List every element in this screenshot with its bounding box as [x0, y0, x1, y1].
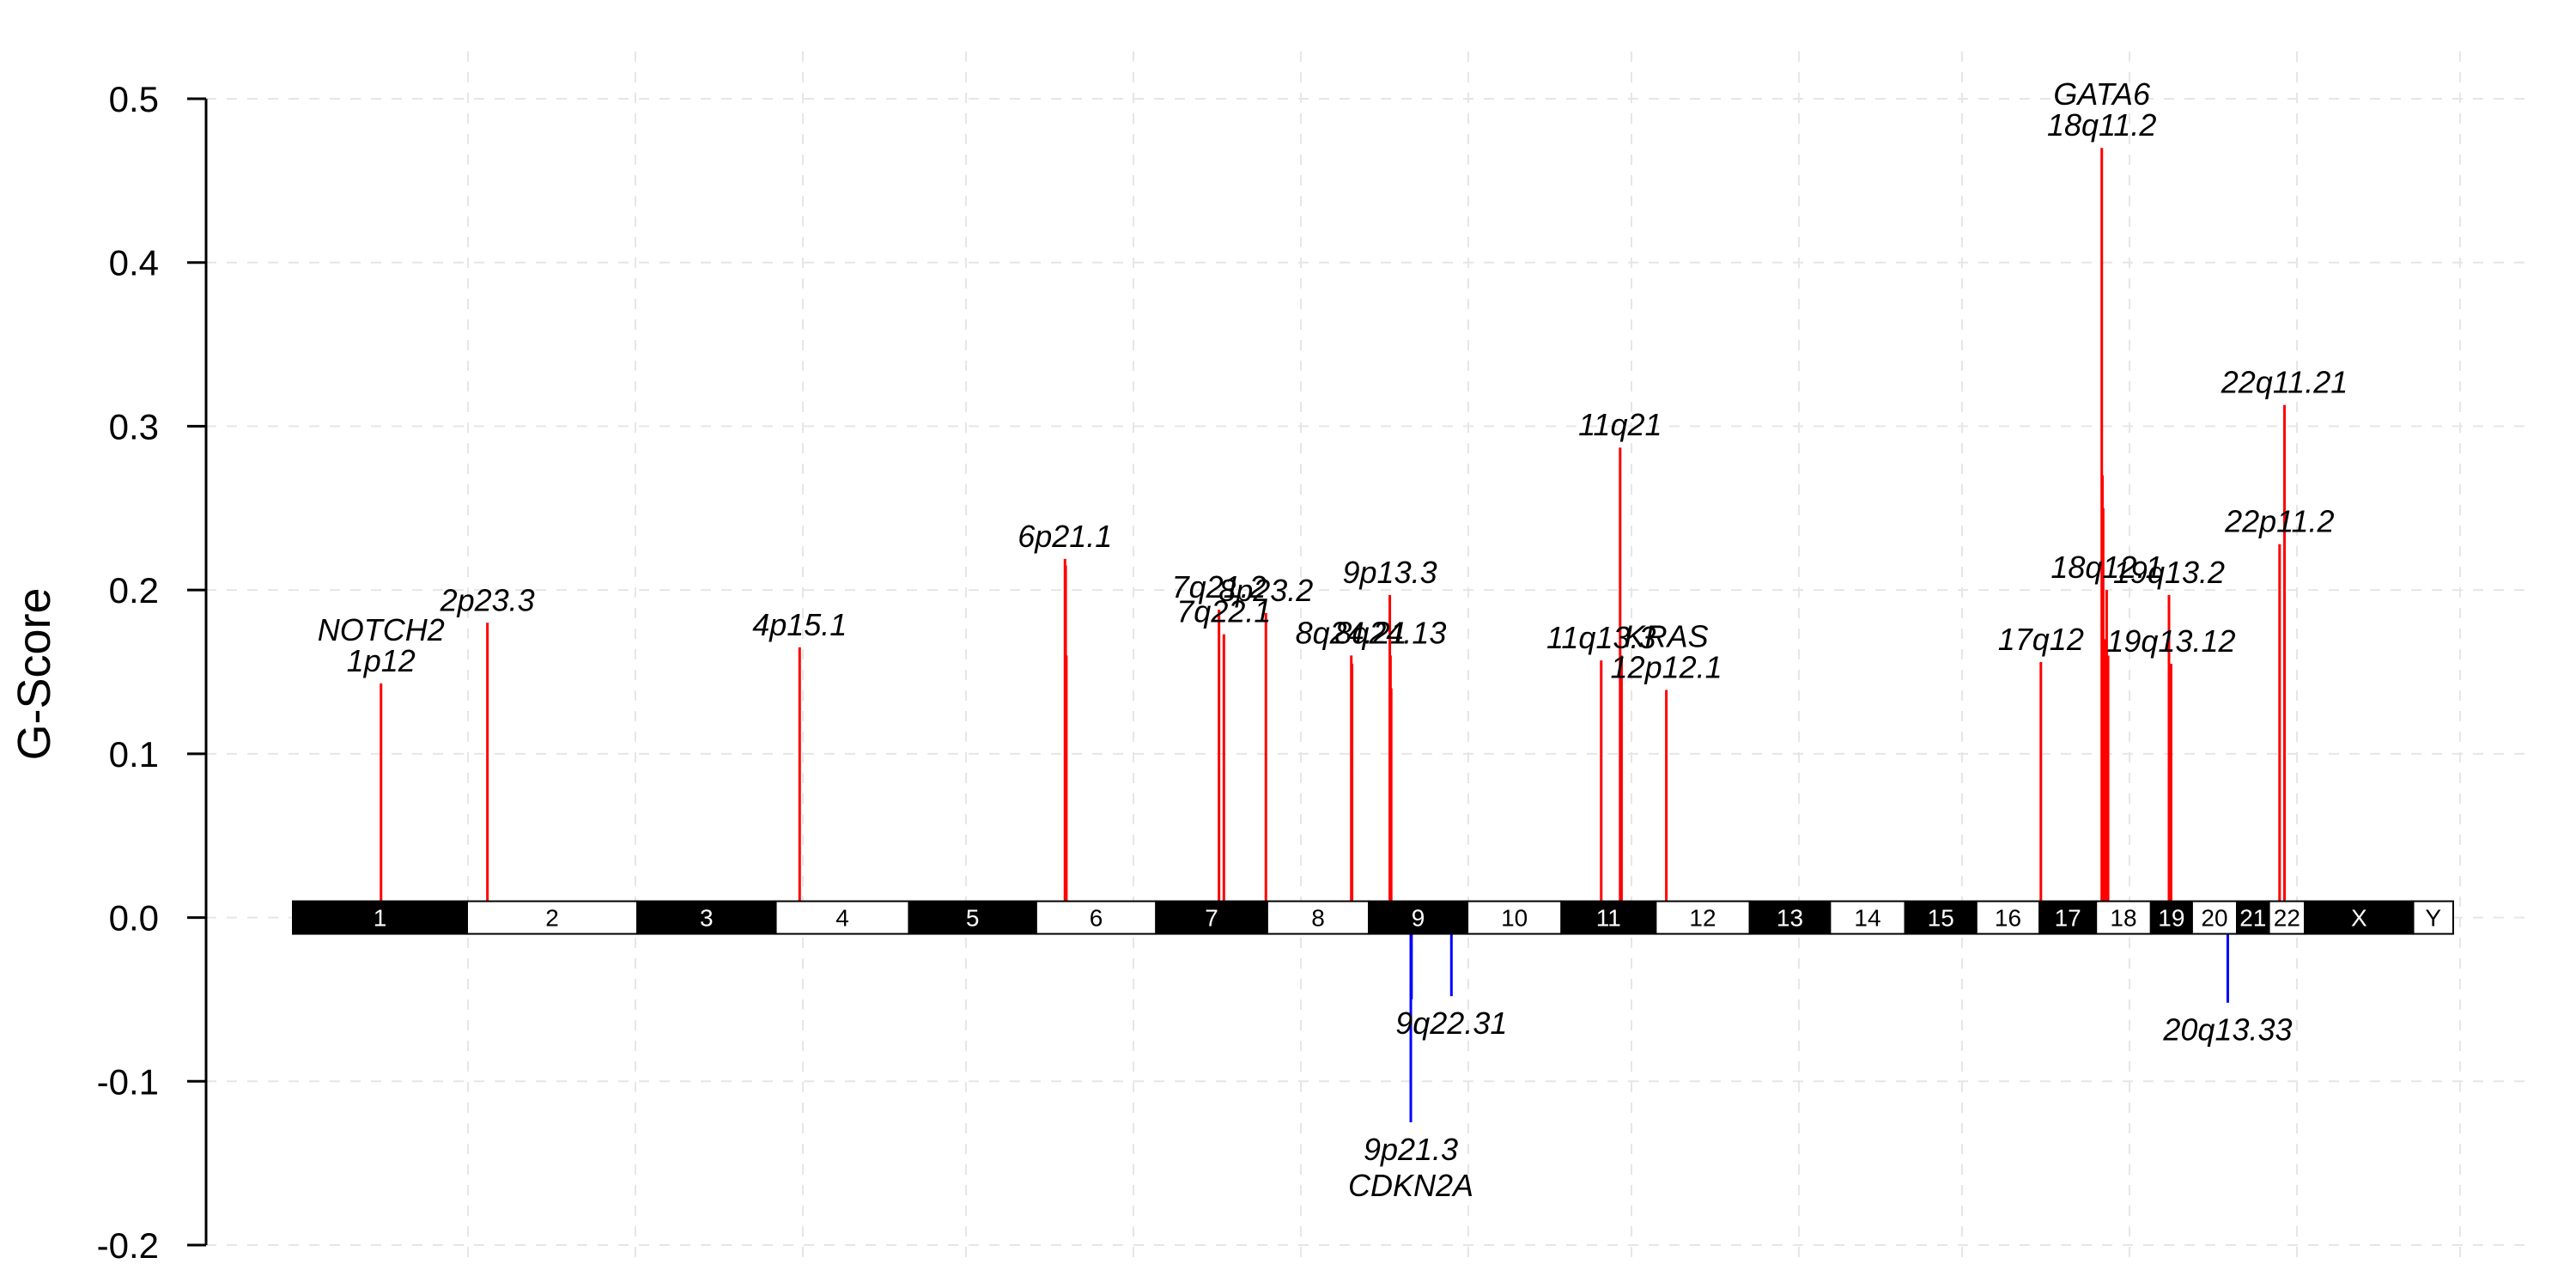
peak-label: 8q24.13	[1334, 615, 1446, 650]
chromosome-label: 21	[2239, 905, 2266, 932]
peak-bars	[380, 148, 2287, 1122]
peak-label: 2p23.3	[440, 582, 535, 617]
chromosome-label: 1	[374, 905, 387, 932]
chromosome-label: 12	[1689, 905, 1716, 932]
peak-label: 9q22.31	[1395, 1005, 1507, 1041]
y-axis-label: G-Score	[9, 587, 60, 760]
peak-label: 7q22.1	[1176, 594, 1271, 629]
peak-label: 22q11.21	[2221, 365, 2348, 400]
peak-label: GATA6	[2053, 76, 2151, 112]
y-tick-label: 0.0	[109, 898, 159, 939]
chromosome-label: 19	[2158, 905, 2184, 932]
chromosome-band	[2095, 900, 2152, 935]
peak-label: 4p15.1	[752, 607, 847, 642]
chromosome-band	[1975, 900, 2041, 935]
chromosome-band	[2190, 900, 2239, 935]
peak-label: 12p12.1	[1611, 649, 1722, 684]
peak-label: 19q13.12	[2106, 623, 2235, 659]
y-tick-label: 0.2	[109, 570, 159, 611]
chromosome-band	[292, 900, 469, 935]
peak-label: 17q12	[1998, 622, 2084, 657]
chromosome-label: 4	[835, 905, 849, 932]
chromosome-label: 14	[1854, 905, 1880, 932]
peak-label: 20q13.33	[2162, 1012, 2292, 1048]
y-tick-label: 0.5	[109, 79, 159, 119]
y-tick-label: -0.1	[97, 1061, 159, 1102]
chromosome-band	[466, 900, 639, 935]
chromosome-label: 2	[545, 905, 559, 932]
chromosome-label: 20	[2201, 905, 2227, 932]
peak-label: NOTCH2	[318, 612, 445, 647]
chromosome-label: 22	[2274, 905, 2300, 932]
chromosome-label: X	[2351, 905, 2367, 932]
chromosome-label: 16	[1995, 905, 2021, 932]
chromosome-label: 17	[2055, 905, 2081, 932]
peak-label: CDKN2A	[1348, 1168, 1473, 1203]
chromosome-band	[908, 900, 1037, 935]
y-tick-label: 0.4	[109, 243, 159, 283]
y-tick-label: 0.3	[109, 406, 159, 447]
peak-label: 6p21.1	[1018, 519, 1112, 554]
chromosome-ideogram: 1 2 3 4 5 6 7 8 9 10 11 12 13 14 15 16 17 18 19 20 21 22 X Y	[292, 900, 2454, 935]
chromosome-label: 6	[1090, 905, 1103, 932]
y-tick-label: -0.2	[97, 1225, 159, 1266]
peak-label: 8q24.21	[1296, 615, 1407, 650]
peak-label: 18q12.1	[2050, 550, 2162, 585]
grid	[206, 52, 2529, 1262]
peak-label: 19q13.2	[2113, 555, 2225, 590]
chromosome-band	[1035, 900, 1157, 935]
peak-label: 22p11.2	[2224, 504, 2334, 539]
chromosome-label: 18	[2110, 905, 2136, 932]
chromosome-label: 3	[700, 905, 714, 932]
y-axis: 0.5 0.4 0.3 0.2 0.1 0.0 -0.1 -0.2	[97, 79, 208, 1266]
peak-label: 8p23.2	[1218, 573, 1313, 608]
chromosome-label: 13	[1777, 905, 1803, 932]
peak-label: 11q21	[1578, 407, 1662, 442]
peak-label: 9p13.3	[1343, 555, 1437, 590]
chromosome-band	[2038, 900, 2098, 935]
chromosome-label: 15	[1928, 905, 1954, 932]
peak-label: 18q11.2	[2047, 107, 2156, 143]
chromosome-label: 11	[1596, 905, 1621, 932]
peak-label: 1p12	[347, 643, 416, 678]
chromosome-band	[1560, 900, 1657, 935]
peak-label: KRAS	[1625, 618, 1709, 653]
chromosome-label: Y	[2425, 905, 2441, 932]
chromosome-band	[1266, 900, 1370, 935]
chromosome-label: 5	[966, 905, 980, 932]
peak-label: 9p21.3	[1364, 1132, 1458, 1167]
chromosome-band	[1655, 900, 1751, 935]
chromosome-band	[1904, 900, 1978, 935]
chromosome-band	[1467, 900, 1563, 935]
chromosome-band	[1155, 900, 1268, 935]
chromosome-label: 7	[1205, 905, 1218, 932]
chromosome-label: 10	[1501, 905, 1528, 932]
chromosome-label: 9	[1412, 905, 1425, 932]
chromosome-label: 8	[1311, 905, 1325, 932]
peak-label: 7q21.2	[1172, 569, 1267, 605]
y-tick-label: 0.1	[109, 734, 159, 775]
chromosome-band	[2149, 900, 2193, 935]
peak-label: 11q13.3	[1546, 620, 1656, 655]
chromosome-band	[2412, 900, 2454, 935]
chromosome-band	[1368, 900, 1469, 935]
